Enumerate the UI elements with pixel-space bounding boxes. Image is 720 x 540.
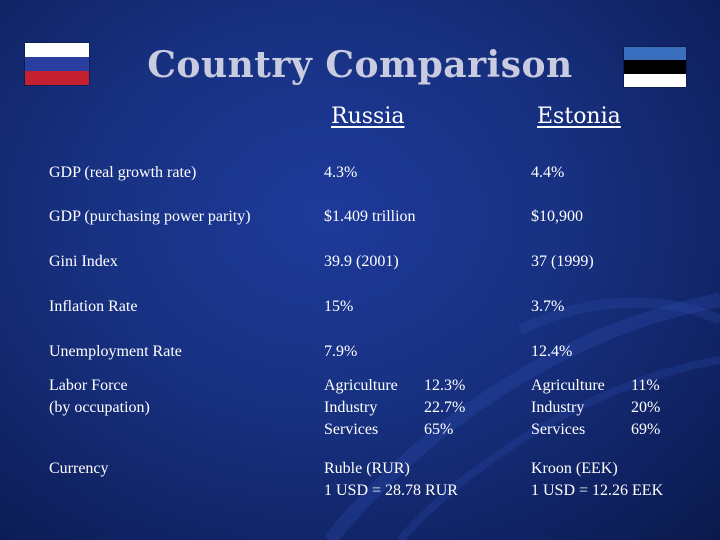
flag-stripe [624, 60, 686, 74]
russia-labor-force: Agriculture 12.3% Industry 22.7% Services 6… [324, 375, 465, 441]
flag-stripe [25, 57, 89, 71]
sector-value: 22.7% [424, 399, 466, 416]
russia-currency: Ruble (RUR) 1 USD = 28.78 RUR [324, 458, 458, 502]
estonia-currency: Kroon (EEK) 1 USD = 12.26 EEK [531, 458, 663, 502]
russia-flag-icon [25, 43, 89, 85]
labor-force-entry: Services 69% [531, 419, 660, 441]
estonia-unemployment: 12.4% [531, 343, 573, 360]
labor-force-entry: Industry 22.7% [324, 397, 465, 419]
estonia-inflation: 3.7% [531, 298, 565, 315]
sector-label: Services [324, 421, 379, 438]
estonia-gdp-growth: 4.4% [531, 164, 565, 181]
sector-label: Agriculture [531, 377, 605, 394]
sector-value: 69% [631, 421, 661, 438]
column-header-estonia: Estonia [537, 104, 621, 129]
estonia-labor-force: Agriculture 11% Industry 20% Services 69% [531, 375, 660, 441]
sector-label: Industry [324, 399, 378, 416]
labor-force-entry: Agriculture 12.3% [324, 375, 465, 397]
russia-gdp-ppp: $1.409 trillion [324, 208, 416, 225]
row-label-gdp-ppp: GDP (purchasing power parity) [49, 208, 251, 225]
russia-inflation: 15% [324, 298, 354, 315]
labor-force-entry: Agriculture 11% [531, 375, 660, 397]
estonia-gini: 37 (1999) [531, 253, 594, 270]
russia-exchange-rate: 1 USD = 28.78 RUR [324, 482, 458, 499]
row-label-labor-force: Labor Force (by occupation) [49, 375, 150, 419]
sector-value: 65% [424, 421, 454, 438]
row-label-currency: Currency [49, 460, 109, 477]
column-header-russia: Russia [331, 104, 405, 129]
sector-label: Agriculture [324, 377, 398, 394]
row-label-unemployment: Unemployment Rate [49, 343, 182, 360]
russia-gdp-growth: 4.3% [324, 164, 358, 181]
flag-stripe [624, 47, 686, 61]
flag-stripe [624, 73, 686, 87]
russia-gini: 39.9 (2001) [324, 253, 399, 270]
labor-force-entry: Services 65% [324, 419, 465, 441]
sector-value: 20% [631, 399, 661, 416]
estonia-flag-icon [624, 47, 686, 87]
russia-unemployment: 7.9% [324, 343, 358, 360]
sector-label: Industry [531, 399, 585, 416]
slide-title: Country Comparison [147, 44, 573, 86]
sector-value: 12.3% [424, 377, 466, 394]
russia-currency-name: Ruble (RUR) [324, 460, 410, 477]
estonia-gdp-ppp: $10,900 [531, 208, 583, 225]
sector-value: 11% [631, 377, 660, 394]
row-label-gini: Gini Index [49, 253, 118, 270]
flag-stripe [25, 43, 89, 57]
estonia-exchange-rate: 1 USD = 12.26 EEK [531, 482, 664, 499]
row-label-inflation: Inflation Rate [49, 298, 138, 315]
flag-stripe [25, 71, 89, 85]
row-label-gdp-growth: GDP (real growth rate) [49, 164, 197, 181]
labor-force-label-line1: Labor Force [49, 377, 128, 394]
labor-force-label-line2: (by occupation) [49, 399, 150, 416]
labor-force-entry: Industry 20% [531, 397, 660, 419]
estonia-currency-name: Kroon (EEK) [531, 460, 618, 477]
sector-label: Services [531, 421, 586, 438]
